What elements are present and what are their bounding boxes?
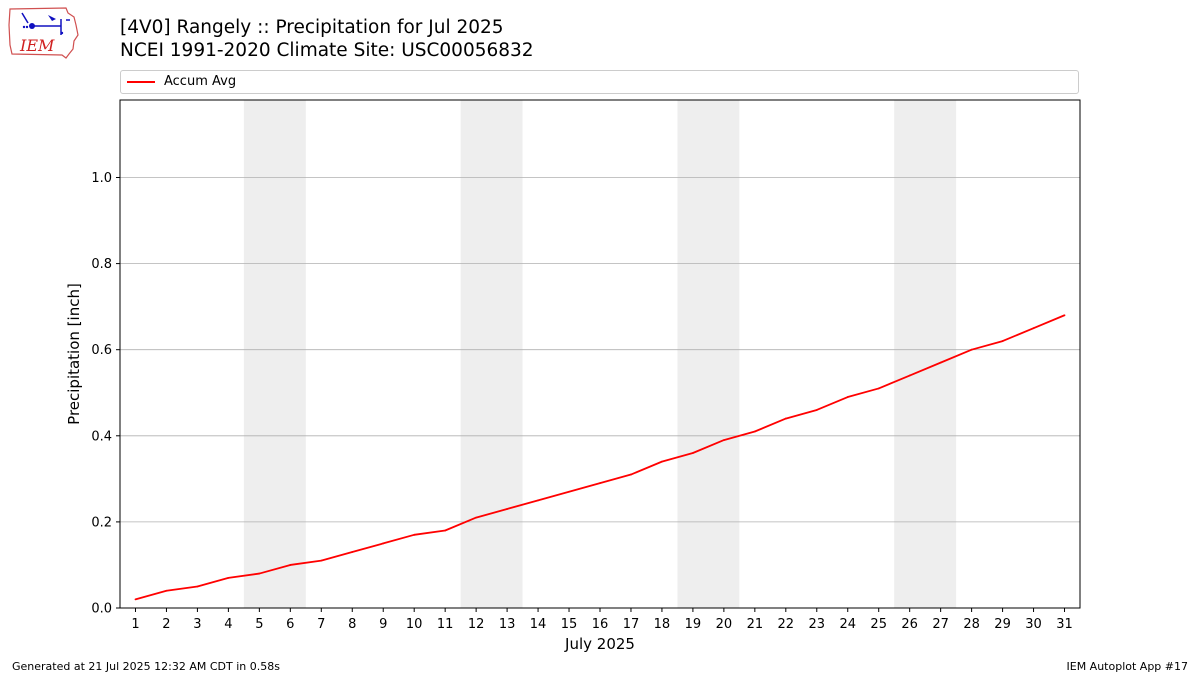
x-tick-label: 18 [654, 617, 671, 632]
data-point [970, 348, 973, 351]
x-tick-label: 2 [162, 617, 170, 632]
x-tick-label: 25 [870, 617, 887, 632]
data-point [382, 542, 385, 545]
x-tick-label: 13 [499, 617, 516, 632]
legend-label-accum-avg: Accum Avg [164, 74, 237, 89]
data-point [475, 516, 478, 519]
data-point [1032, 327, 1035, 330]
x-tick-label: 16 [592, 617, 609, 632]
weekend-band [894, 100, 957, 608]
data-point [846, 396, 849, 398]
y-tick-label: 0.0 [91, 602, 112, 617]
x-tick-label: 23 [809, 617, 826, 632]
weekend-band [460, 100, 523, 608]
data-point [227, 576, 230, 579]
x-tick-label: 24 [839, 617, 856, 632]
data-point [599, 482, 601, 485]
x-tick-label: 21 [747, 617, 764, 632]
iem-iowa-logo-icon: IEM [8, 7, 79, 59]
data-point [753, 430, 756, 433]
data-point [722, 439, 725, 442]
y-tick-label: 0.6 [91, 343, 112, 358]
data-point [1001, 340, 1004, 342]
data-point [661, 460, 663, 463]
x-tick-label: 29 [994, 617, 1011, 632]
data-point [692, 452, 694, 454]
x-tick-label: 15 [561, 617, 578, 632]
legend-swatch-accum-avg [127, 81, 155, 83]
x-tick-label: 1 [131, 617, 139, 632]
y-axis-label: Precipitation [inch] [65, 283, 83, 425]
data-point [196, 585, 199, 588]
y-tick-label: 0.8 [91, 257, 112, 272]
x-tick-label: 6 [286, 617, 294, 632]
weekend-band [677, 100, 740, 608]
data-point [134, 598, 137, 601]
y-tick-label: 1.0 [91, 171, 112, 186]
x-tick-label: 28 [963, 617, 980, 632]
data-point [320, 559, 323, 562]
x-tick-label: 12 [468, 617, 485, 632]
x-tick-label: 14 [530, 617, 547, 632]
data-point [413, 533, 416, 536]
iem-logo: IEM [8, 7, 79, 59]
x-tick-label: 30 [1025, 617, 1042, 632]
x-tick-label: 4 [224, 617, 232, 632]
x-tick-label: 11 [437, 617, 454, 632]
x-tick-label: 5 [255, 617, 263, 632]
y-tick-label: 0.4 [91, 429, 112, 444]
logo-text: IEM [19, 36, 55, 55]
x-tick-label: 31 [1056, 617, 1073, 632]
data-point [258, 572, 261, 575]
x-tick-label: 22 [778, 617, 795, 632]
y-tick-label: 0.2 [91, 515, 112, 530]
x-tick-label: 8 [348, 617, 356, 632]
title-line-1: [4V0] Rangely :: Precipitation for Jul 2… [120, 17, 504, 38]
data-point [289, 564, 292, 566]
chart-legend: Accum Avg [120, 70, 1079, 94]
x-tick-label: 20 [716, 617, 733, 632]
data-point [444, 529, 447, 532]
x-tick-label: 10 [406, 617, 423, 632]
data-point [630, 473, 632, 476]
weekend-band [243, 100, 306, 608]
data-point [939, 361, 942, 364]
x-tick-label: 9 [379, 617, 387, 632]
data-point [908, 374, 911, 377]
x-tick-label: 3 [193, 617, 201, 632]
x-tick-label: 27 [932, 617, 949, 632]
title-line-2: NCEI 1991-2020 Climate Site: USC00056832 [120, 40, 534, 61]
x-tick-label: 19 [685, 617, 702, 632]
data-point [784, 417, 787, 420]
x-tick-label: 17 [623, 617, 640, 632]
data-point [815, 409, 818, 411]
data-point [537, 499, 539, 502]
data-point [351, 551, 354, 553]
data-point [506, 508, 508, 510]
data-point [877, 387, 880, 390]
data-point [568, 490, 570, 493]
data-point [165, 589, 168, 592]
footer-generated: Generated at 21 Jul 2025 12:32 AM CDT in… [12, 660, 280, 673]
x-axis-label: July 2025 [564, 635, 635, 653]
x-tick-label: 7 [317, 617, 325, 632]
x-tick-label: 26 [901, 617, 918, 632]
data-point [1063, 314, 1066, 317]
footer-app-id: IEM Autoplot App #17 [1066, 660, 1189, 673]
